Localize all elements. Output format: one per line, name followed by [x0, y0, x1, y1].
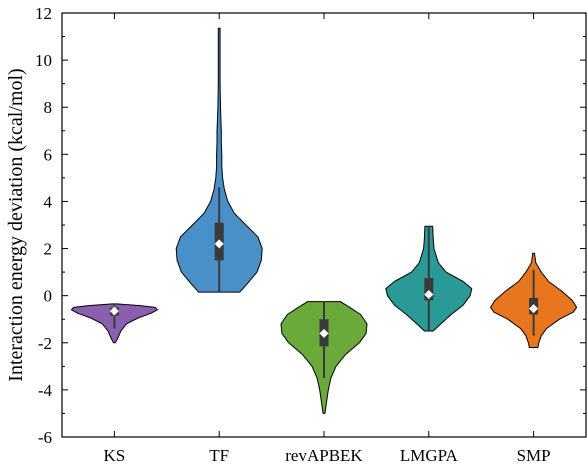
violin-ks	[70, 303, 158, 344]
x-tick-label: SMP	[517, 446, 551, 465]
violins	[70, 27, 578, 414]
y-axis: -6 -4 -2 0 2 4 6 8 10 12	[35, 4, 586, 447]
y-tick-label: 12	[35, 4, 52, 23]
x-axis: KS TF revAPBEK LMGPA SMP	[104, 13, 551, 465]
x-tick-label: revAPBEK	[285, 446, 363, 465]
violin-lmgpa	[385, 225, 473, 332]
violin-revapbek	[280, 301, 368, 414]
y-axis-label: Interaction energy deviation (kcal/mol)	[5, 68, 27, 381]
x-tick-label: KS	[104, 446, 126, 465]
median-marker	[109, 306, 119, 316]
y-tick-label: 8	[44, 98, 53, 117]
y-tick-label: 0	[44, 287, 53, 306]
violin-body	[175, 27, 263, 293]
median-marker	[424, 289, 434, 299]
median-marker	[529, 304, 539, 314]
violin-tf	[175, 27, 263, 293]
y-tick-label: 6	[44, 145, 53, 164]
y-tick-label: 4	[44, 192, 53, 211]
y-tick-label: 10	[35, 51, 52, 70]
median-marker	[214, 239, 224, 249]
y-tick-label: -6	[38, 428, 52, 447]
y-tick-label: 2	[44, 240, 53, 259]
y-tick-label: -2	[38, 334, 52, 353]
violin-smp	[490, 252, 578, 348]
y-tick-label: -4	[38, 381, 53, 400]
x-tick-label: LMGPA	[400, 446, 459, 465]
iqr-box	[424, 278, 434, 301]
median-marker	[319, 328, 329, 338]
x-tick-label: TF	[209, 446, 229, 465]
